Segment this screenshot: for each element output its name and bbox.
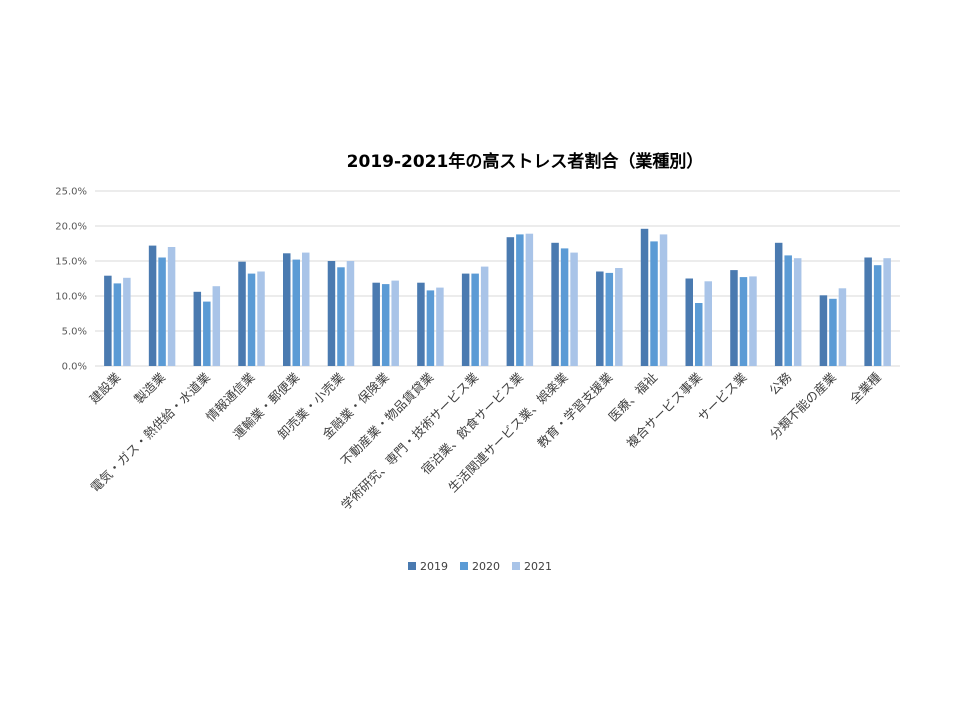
bar-2020: [426, 290, 435, 366]
y-tick-label: 5.0%: [62, 327, 87, 338]
bar-2019: [461, 273, 470, 366]
bar-2019: [327, 261, 336, 366]
legend-label: 2020: [472, 560, 500, 573]
bar-2019: [238, 261, 246, 366]
bar-2021: [570, 252, 578, 366]
bar-2019: [640, 228, 649, 366]
bar-2020: [516, 234, 524, 366]
y-tick-label: 25.0%: [55, 187, 87, 198]
bar-2020: [784, 255, 792, 366]
bar-2019: [148, 245, 157, 366]
bar-2021: [391, 280, 399, 366]
bar-2021: [615, 268, 623, 366]
y-axis: 0.0% 5.0% 10.0% 15.0% 20.0% 25.0%: [55, 187, 87, 373]
legend-swatch-2020: [460, 562, 468, 570]
bar-2021: [480, 266, 489, 366]
bar-2021: [302, 252, 310, 366]
bar-2021: [659, 234, 668, 366]
bar-2021: [883, 258, 891, 366]
bar-2019: [506, 237, 515, 366]
legend: 2019 2020 2021: [408, 560, 552, 573]
x-tick-label: サービス業: [695, 369, 750, 424]
bar-2021: [257, 271, 265, 366]
bar-2021: [838, 288, 847, 366]
bar-2020: [292, 259, 300, 366]
bar-2020: [381, 284, 390, 366]
x-tick-label: 全業種: [847, 369, 884, 406]
x-tick-label: 建設業: [86, 369, 123, 406]
x-axis: 建設業 製造業電気・ガス・熱供給・水道業情報通信業運輸業・郵便業卸売業・小売業金融…: [86, 369, 884, 513]
y-tick-label: 20.0%: [55, 222, 87, 233]
legend-label: 2021: [524, 560, 552, 573]
y-tick-label: 10.0%: [55, 292, 87, 303]
bar-2021: [525, 233, 534, 366]
bar-2020: [203, 301, 211, 366]
x-tick-label: 製造業: [131, 369, 168, 406]
bar-2019: [283, 253, 291, 366]
gridlines: [95, 190, 900, 367]
y-tick-label: 15.0%: [55, 257, 87, 268]
bar-2021: [749, 276, 757, 366]
bar-2020: [113, 283, 122, 366]
bar-2021: [167, 247, 176, 366]
x-tick-label: 教育・学習支援業: [534, 369, 616, 451]
legend-swatch-2019: [408, 562, 416, 570]
x-tick-label: 公務: [766, 369, 795, 398]
bars: [104, 228, 891, 366]
bar-2020: [873, 265, 882, 366]
x-tick-label: 複合サービス事業: [624, 369, 706, 451]
chart-title: 2019-2021年の高ストレス者割合（業種別）: [347, 151, 704, 172]
legend-swatch-2021: [512, 562, 520, 570]
bar-2019: [730, 270, 738, 366]
bar-2020: [605, 272, 614, 366]
bar-2019: [774, 242, 783, 366]
bar-2021: [123, 277, 131, 366]
bar-2020: [739, 277, 748, 366]
bar-2020: [471, 273, 479, 366]
bar-2019: [864, 257, 872, 366]
bar-2019: [596, 271, 604, 366]
bar-2020: [337, 267, 345, 366]
bar-2019: [685, 278, 693, 366]
bar-2019: [551, 242, 559, 366]
bar-2019: [417, 282, 425, 366]
bar-2020: [158, 257, 166, 366]
bar-2019: [104, 275, 112, 366]
bar-2020: [247, 273, 256, 366]
bar-2021: [346, 261, 355, 366]
bar-2021: [704, 281, 712, 366]
bar-2020: [650, 241, 658, 366]
bar-2020: [829, 298, 837, 366]
bar-2021: [436, 287, 444, 366]
legend-label: 2019: [420, 560, 448, 573]
bar-2021: [212, 286, 221, 366]
bar-2020: [560, 248, 569, 366]
bar-2019: [819, 295, 828, 366]
bar-2019: [193, 291, 202, 366]
bar-2020: [695, 303, 703, 366]
y-tick-label: 0.0%: [62, 362, 87, 373]
bar-2019: [372, 282, 380, 366]
bar-2021: [793, 258, 802, 366]
